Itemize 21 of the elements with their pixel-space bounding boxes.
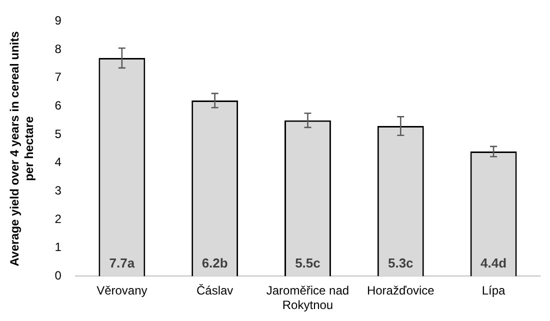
x-tick-label: Lípa — [482, 284, 506, 298]
data-label: 6.2b — [202, 255, 228, 270]
x-tick-label: Čáslav — [196, 284, 234, 298]
y-tick-label: 6 — [54, 98, 62, 113]
y-tick-label: 8 — [54, 42, 62, 56]
y-tick-label: 4 — [54, 155, 62, 170]
x-tick-label: Věrovany — [96, 284, 148, 298]
x-tick-label: Jaroměřice nad Rokytnou — [266, 284, 350, 312]
y-tick-label: 2 — [54, 212, 62, 226]
data-label: 5.3c — [388, 255, 414, 270]
y-tick-label: 5 — [54, 126, 62, 141]
y-axis-title: Average yield over 4 years in cereal units per hectare — [8, 30, 36, 266]
data-label: 7.7a — [109, 255, 136, 270]
x-tick-label: Horažďovice — [366, 284, 435, 298]
y-tick-label: 3 — [54, 184, 62, 198]
y-tick-label: 1 — [54, 240, 62, 254]
data-label: 5.5c — [295, 255, 320, 270]
y-tick-label: 7 — [54, 70, 62, 84]
y-tick-label: 9 — [54, 14, 62, 28]
data-label: 4.4d — [480, 255, 507, 270]
y-tick-label: 0 — [54, 268, 62, 283]
